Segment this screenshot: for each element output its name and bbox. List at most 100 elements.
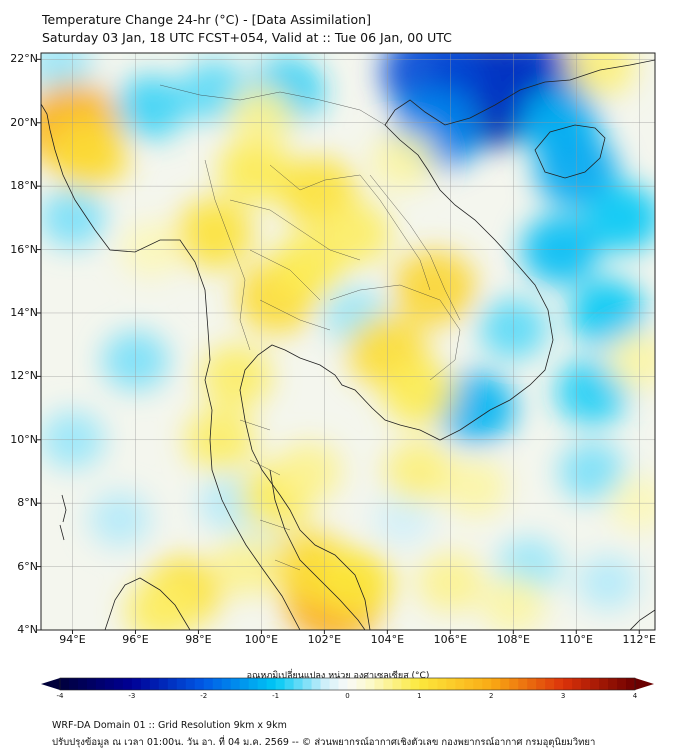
colorbar-cell [95,678,106,690]
field-blob [384,440,454,503]
colorbar-cell [545,678,555,690]
colorbar-cell [320,678,331,690]
colorbar-cell [86,678,97,690]
china-border [159,84,386,126]
peninsula-east-coast [269,469,366,630]
colorbar-tick-label: -2 [200,692,208,700]
colorbar-cell [455,678,465,690]
lat-label: 18°N [10,179,38,193]
field-blob [174,198,254,269]
colorbar-cell [428,678,438,690]
field-blob [88,491,151,547]
temperature-field [41,53,655,630]
coastlines [41,59,655,630]
field-blob [275,441,342,502]
lon-label: 104°E [370,633,405,646]
lat-label: 14°N [10,305,38,319]
andaman-islands [59,494,67,541]
colorbar-tick-label: 3 [560,692,566,700]
colorbar-cell [599,678,609,690]
lat-label: 4°N [17,623,38,636]
field-blob [320,201,392,266]
field-blob [558,441,626,502]
graticule [41,53,655,630]
colorbar-cell [581,678,591,690]
colorbar-cell [572,678,582,690]
laos-vietnam-border [369,174,461,321]
colorbar-cell [239,678,250,690]
cambodia-border [329,284,461,381]
colorbar-cell [509,678,519,690]
colorbar-cell [500,678,510,690]
colorbar-cell [122,678,133,690]
footer-credits: ปรับปรุงข้อมูล ณ เวลา 01:00น. วัน อา. ที… [52,737,596,748]
colorbar-cell [590,678,600,690]
colorbar-cell [527,678,537,690]
colorbar-title: อุณหภูมิเปลี่ยนแปลง หน่วย องศาเซลเซียส (… [246,671,430,681]
colorbar-cell [608,678,618,690]
colorbar-cell [60,678,70,690]
colorbar-cell [392,678,402,690]
colorbar-tick-label: -3 [128,692,136,700]
colorbar-cell [248,678,259,690]
colorbar-tick-label: -1 [272,692,280,700]
map-title: Temperature Change 24-hr (°C) - [Data As… [42,12,371,27]
lat-label: 10°N [10,432,38,446]
colorbar-cell [293,678,304,690]
colorbar-cell [329,678,340,690]
hainan-island [534,124,606,179]
provincial-lines-2 [239,419,301,571]
colorbar-cell [230,678,241,690]
lat-label: 6°N [17,559,38,573]
field-blob [392,250,477,326]
lat-label: 12°N [10,369,38,383]
colorbar-cell [284,678,295,690]
lon-label: 96°E [122,633,149,646]
field-blob [576,554,639,611]
field-blob [41,187,106,248]
field-blob [382,359,456,426]
colorbar-cell [266,678,277,690]
colorbar-cell [626,678,636,690]
field-blob [371,131,436,190]
lon-label: 110°E [559,633,593,646]
colorbar-cell [419,678,429,690]
field-blob [125,578,197,630]
colorbar-high-arrow [635,678,654,690]
colorbar-cell [194,678,205,690]
field-blob [585,183,655,253]
colorbar-cell [464,678,474,690]
field-blob [567,53,636,97]
colorbar-low-arrow [41,678,60,690]
colorbar-cell [302,678,313,690]
sumatra-coast [104,577,191,630]
colorbar-tick-label: 0 [345,692,350,700]
lat-label: 22°N [10,52,38,66]
lat-label: 8°N [17,496,38,510]
field-blob [115,74,187,139]
colorbar-cell [185,678,196,690]
colorbar-tick-label: 1 [417,692,422,700]
field-blob [373,492,433,546]
lon-label: 108°E [496,633,531,646]
borneo-coast [629,609,655,630]
colorbar-cell [410,678,420,690]
lon-label: 112°E [622,633,656,646]
colorbar-cell [536,678,546,690]
lon-label: 94°E [59,633,86,646]
colorbar-cell [446,678,456,690]
map-frame [40,52,656,631]
colorbar-cell [158,678,169,690]
colorbar-cell [347,678,357,690]
colorbar-cell [104,678,115,690]
colorbar-cell [437,678,447,690]
colorbar-cell [257,678,268,690]
lat-label: 16°N [10,242,38,256]
colorbar-cell [311,678,322,690]
colorbar-cell [365,678,375,690]
field-blob [47,118,129,191]
thailand-laos-border [269,164,431,291]
colorbar-cell [338,678,348,690]
colorbar [41,677,654,691]
borders [159,84,461,571]
